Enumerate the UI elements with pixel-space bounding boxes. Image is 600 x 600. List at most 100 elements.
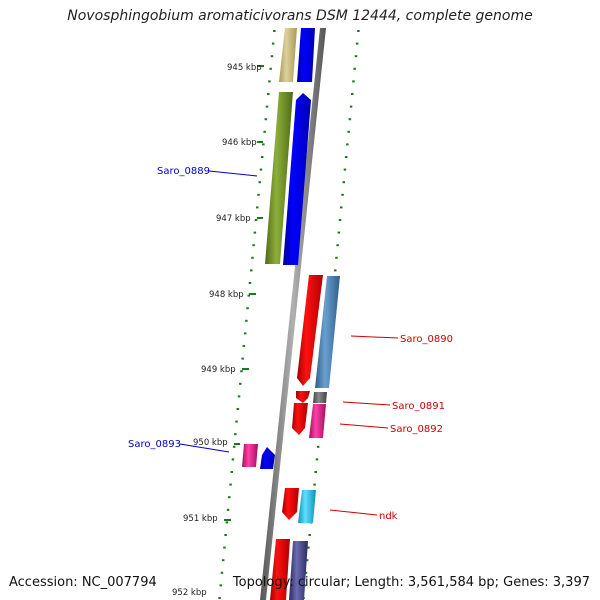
gc-dot bbox=[264, 118, 268, 121]
gc-dot bbox=[269, 67, 272, 70]
gc-dot bbox=[271, 42, 275, 45]
gc-dot bbox=[240, 370, 243, 373]
gc-dot bbox=[225, 521, 229, 524]
feature-blue-saro0893 bbox=[260, 447, 275, 469]
gc-dot bbox=[254, 219, 258, 221]
gc-dot bbox=[231, 458, 235, 461]
leader-saro0890 bbox=[350, 335, 399, 339]
gene-label-saro0889[interactable]: Saro_0889 bbox=[157, 166, 210, 177]
gc-dot bbox=[357, 30, 360, 32]
gene-label-saro0890[interactable]: Saro_0890 bbox=[400, 334, 453, 345]
gc-dot bbox=[343, 168, 347, 171]
gc-dot bbox=[235, 420, 238, 423]
gc-dot bbox=[315, 458, 319, 461]
feature-red-saro0892 bbox=[292, 403, 308, 435]
gc-dot bbox=[349, 105, 353, 108]
gc-dot bbox=[256, 206, 259, 209]
tick-label: 950 kbp bbox=[193, 438, 228, 448]
gc-dot bbox=[335, 256, 338, 259]
gc-dot bbox=[273, 30, 276, 32]
gc-dot bbox=[346, 143, 349, 146]
topology-text: Topology: circular; Length: 3,561,584 bp… bbox=[232, 575, 590, 590]
gc-dot bbox=[218, 597, 221, 599]
feature-red-saro0891 bbox=[296, 391, 310, 403]
gc-dot bbox=[236, 408, 240, 410]
gc-dot bbox=[341, 193, 344, 196]
gc-dot bbox=[265, 105, 269, 108]
gc-dot bbox=[252, 244, 255, 247]
feature-red-bottom bbox=[270, 539, 290, 600]
gene-label-saro0892[interactable]: Saro_0892 bbox=[390, 424, 443, 435]
gc-dot bbox=[314, 471, 317, 473]
gc-dot bbox=[250, 269, 253, 272]
gc-dot bbox=[237, 395, 241, 398]
gc-dot bbox=[253, 231, 257, 234]
feature-khaki bbox=[279, 28, 297, 82]
feature-red-saro0890 bbox=[297, 275, 323, 386]
tick-label: 947 kbp bbox=[216, 214, 251, 224]
gene-label-saro0893[interactable]: Saro_0893 bbox=[128, 439, 181, 450]
gc-dot bbox=[307, 546, 310, 549]
gc-dot bbox=[259, 168, 263, 171]
gc-dot bbox=[316, 445, 320, 448]
gc-dot bbox=[228, 496, 231, 499]
gc-dot bbox=[308, 534, 311, 536]
gc-dot bbox=[355, 42, 359, 45]
gc-dot bbox=[337, 231, 341, 234]
gc-dot bbox=[267, 93, 270, 95]
gc-dot bbox=[226, 508, 230, 511]
leader-saro0892 bbox=[339, 423, 389, 429]
gc-dot bbox=[251, 256, 254, 259]
feature-red-ndk bbox=[282, 488, 299, 520]
gene-label-saro0891[interactable]: Saro_0891 bbox=[392, 401, 445, 412]
gc-dot bbox=[268, 80, 271, 83]
gc-dot bbox=[224, 534, 227, 536]
tick-label: 952 kbp bbox=[172, 588, 207, 598]
gc-dot bbox=[305, 559, 309, 562]
gc-dot bbox=[234, 433, 237, 436]
gc-dot bbox=[245, 319, 248, 322]
tick-label: 946 kbp bbox=[222, 138, 257, 148]
feature-blue-saro0889 bbox=[283, 93, 311, 265]
leader-saro0891 bbox=[342, 401, 391, 406]
gc-dot bbox=[336, 244, 339, 247]
gc-dot bbox=[232, 445, 236, 448]
gc-dot bbox=[248, 282, 252, 284]
gc-dot bbox=[257, 193, 260, 196]
gc-dot bbox=[344, 156, 348, 158]
gc-dot bbox=[262, 143, 265, 146]
gene-label-ndk[interactable]: ndk bbox=[379, 511, 398, 522]
gc-dot bbox=[247, 294, 250, 297]
gc-dot bbox=[260, 156, 264, 158]
gc-dot bbox=[347, 130, 350, 133]
gc-dot bbox=[246, 307, 249, 310]
leader-ndk bbox=[329, 509, 378, 516]
gc-dot-track-left bbox=[218, 30, 276, 599]
gc-dot bbox=[242, 345, 246, 347]
gc-dot bbox=[353, 67, 356, 70]
gc-dot bbox=[221, 559, 225, 562]
feature-blue-top bbox=[297, 28, 315, 82]
gc-dot bbox=[313, 483, 316, 486]
feature-steelblue-saro0890 bbox=[315, 276, 340, 388]
gc-dot bbox=[342, 181, 345, 184]
gc-dot bbox=[220, 571, 224, 574]
feature-magenta-saro0892 bbox=[309, 404, 326, 438]
gc-dot bbox=[270, 55, 274, 58]
gc-dot bbox=[243, 332, 247, 335]
feature-slate-bottom bbox=[289, 541, 308, 600]
gc-dot bbox=[304, 571, 308, 574]
accession-text: Accession: NC_007794 bbox=[9, 575, 157, 590]
leader-saro0889 bbox=[208, 170, 258, 177]
tick-label: 949 kbp bbox=[201, 365, 236, 375]
gc-dot bbox=[230, 471, 233, 473]
gc-dot bbox=[263, 130, 266, 133]
feature-olive-saro0889 bbox=[265, 92, 293, 264]
genome-backbone bbox=[260, 28, 326, 600]
leader-saro0893 bbox=[179, 443, 230, 453]
gc-dot bbox=[239, 382, 242, 385]
map-title: Novosphingobium aromaticivorans DSM 1244… bbox=[67, 8, 533, 24]
feature-magenta-saro0893 bbox=[242, 444, 258, 467]
gc-dot bbox=[241, 357, 244, 360]
